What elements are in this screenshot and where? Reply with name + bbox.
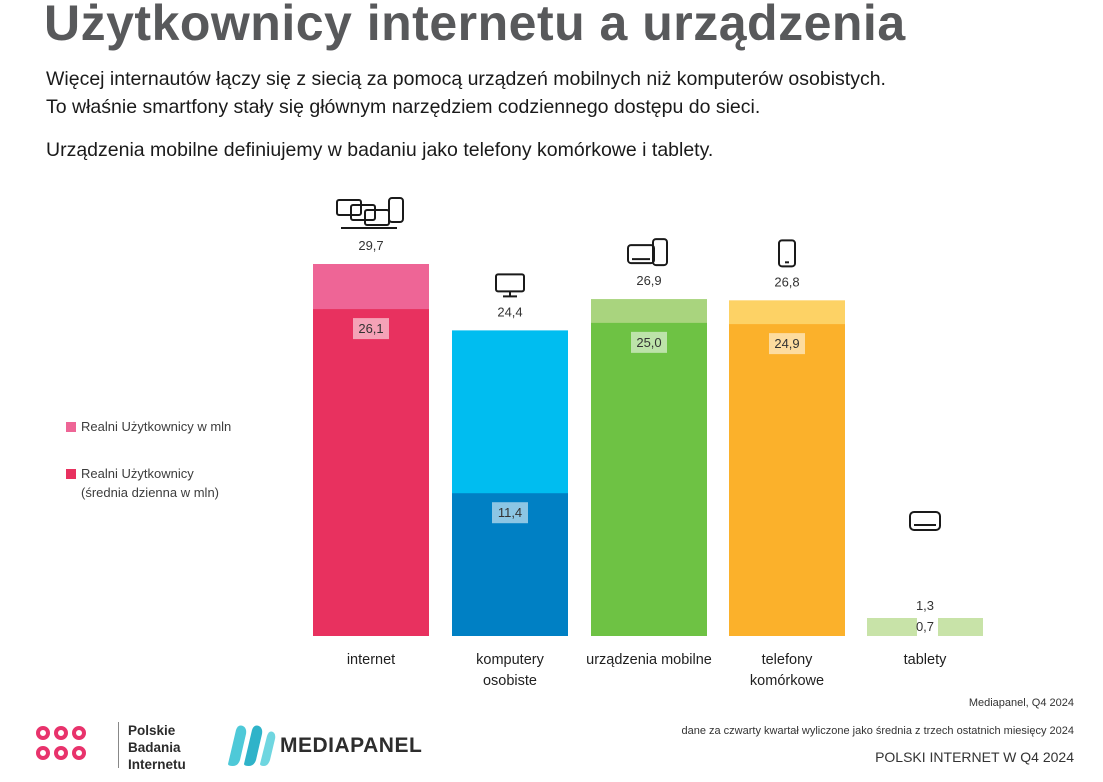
- mediapanel-logo-text: MEDIAPANEL: [280, 734, 423, 757]
- data-label-total: 26,8: [774, 274, 799, 289]
- logo-dot: [54, 726, 68, 740]
- tablet-phone-icon: [627, 238, 668, 267]
- smartphone-icon: [778, 239, 796, 268]
- publication-name: POLSKI INTERNET W Q4 2024: [875, 749, 1074, 765]
- pbi-logo: Polskie Badania Internetu: [36, 716, 206, 776]
- legend-label-daily-line1: Realni Użytkownicy: [81, 466, 194, 481]
- pbi-logo-line3: Internetu: [128, 757, 186, 772]
- mediapanel-logo: MEDIAPANEL: [222, 714, 432, 774]
- data-label-daily: 24,9: [774, 336, 799, 351]
- data-label-box: [769, 333, 805, 355]
- bar-daily: [591, 322, 707, 636]
- category-label: urządzenia mobilne: [586, 652, 712, 668]
- logo-separator: [118, 722, 119, 768]
- legend-swatch-total: [66, 422, 76, 432]
- legend-label-daily-line2: (średnia dzienna w mln): [81, 485, 220, 500]
- mediapanel-emblem-icon: [228, 725, 276, 766]
- legend-item-total: Realni Użytkownicy w mln: [66, 417, 286, 437]
- category-label: telefony: [762, 652, 814, 668]
- bar-daily: [938, 618, 983, 636]
- logo-dot: [54, 746, 68, 760]
- category-label: tablety: [904, 652, 947, 668]
- data-note: dane za czwarty kwartał wyliczone jako ś…: [681, 725, 1074, 737]
- data-label-daily: 11,4: [498, 505, 522, 520]
- multi-device-icon: [336, 197, 404, 229]
- legend-swatch-daily: [66, 469, 76, 479]
- data-label-total: 26,9: [636, 273, 661, 288]
- pbi-logo-line1: Polskie: [128, 723, 176, 738]
- source-note: Mediapanel, Q4 2024: [968, 697, 1074, 709]
- intro-line-1: Więcej internautów łączy się z siecią za…: [46, 68, 886, 90]
- data-label-daily: 26,1: [358, 321, 383, 336]
- legend-label-total: Realni Użytkownicy w mln: [81, 419, 232, 434]
- bar-daily: [729, 324, 845, 636]
- intro-line-2: To właśnie smartfony stały się głównym n…: [46, 96, 761, 118]
- data-label-box: [492, 502, 528, 524]
- intro-line-3: Urządzenia mobilne definiujemy w badaniu…: [46, 139, 714, 161]
- category-label: komórkowe: [750, 673, 824, 689]
- page-title: Użytkownicy internetu a urządzenia: [44, 0, 906, 51]
- data-label-daily: 25,0: [636, 335, 661, 350]
- data-label-box: [353, 318, 389, 340]
- category-label: komputery: [476, 652, 544, 668]
- data-label-box: [631, 331, 667, 353]
- data-label-total: 29,7: [358, 238, 383, 253]
- logo-dot: [36, 726, 50, 740]
- logo-dot: [72, 726, 86, 740]
- data-label-total: 24,4: [497, 304, 522, 319]
- pbi-logo-line2: Badania: [128, 740, 181, 755]
- category-label: osobiste: [483, 673, 537, 689]
- monitor-icon: [495, 273, 525, 298]
- logo-dot: [72, 746, 86, 760]
- legend-item-daily: Realni Użytkownicy (średnia dzienna w ml…: [66, 464, 286, 504]
- category-label: internet: [347, 652, 395, 668]
- data-label-total: 1,3: [916, 598, 934, 613]
- logo-dot: [36, 746, 50, 760]
- bar-daily: [313, 309, 429, 636]
- tablet-icon: [909, 511, 941, 531]
- bar-daily: [867, 618, 917, 636]
- pbi-logo-text: Polskie Badania Internetu: [128, 722, 186, 773]
- data-label-daily: 0,7: [916, 619, 934, 634]
